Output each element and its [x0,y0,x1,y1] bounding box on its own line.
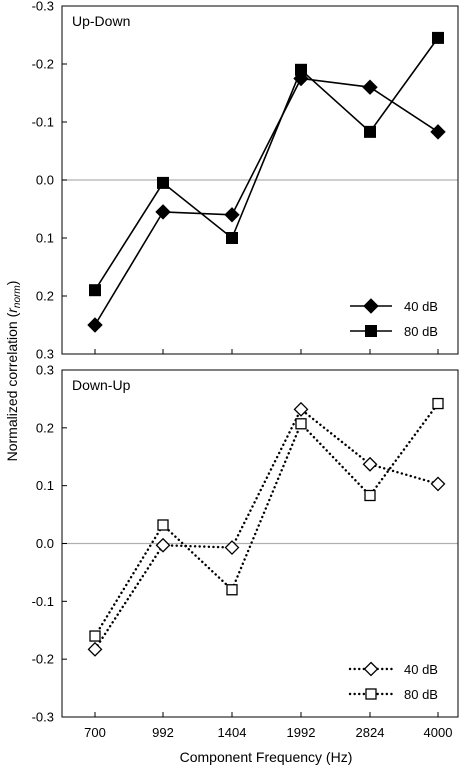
y-tick-label: 0.3 [36,347,54,362]
data-point [226,232,238,244]
y-tick-label: 0.3 [36,363,54,378]
data-point [157,176,169,189]
data-point [432,397,444,410]
y-tick-label: -0.2 [32,652,54,667]
series-line [93,407,440,651]
data-point [224,540,240,555]
y-tick-label: 0.0 [36,536,54,551]
legend-label: 40 dB [404,662,438,677]
x-axis-label: Component Frequency (Hz) [180,749,353,765]
series-line [94,77,439,326]
data-point [89,284,101,297]
data-point [226,584,238,596]
panel-title: Down-Up [72,377,131,393]
y-tick-label: -0.3 [32,0,54,14]
series-line [93,402,440,638]
x-tick-label: 1404 [218,725,247,740]
y-tick-label: -0.3 [32,710,54,725]
x-tick-label: 1992 [287,725,316,740]
data-point [362,456,378,472]
legend-label: 80 dB [404,324,438,339]
x-tick-label: 700 [84,725,106,740]
data-point [432,31,444,44]
data-point [364,125,376,138]
legend-label: 40 dB [404,299,438,314]
data-point [87,317,103,333]
y-axis-label-close: ) [4,281,20,286]
data-point [155,204,171,220]
y-axis-label-text: Normalized correlation ( [4,312,20,461]
data-point [224,207,240,223]
panel-up-down: -0.3 -0.2 -0.1 0.0 0.1 0.2 0.3 Up-Down 40 dB 80 d… [32,0,459,362]
y-tick-label: 0.1 [36,231,54,246]
x-tick-label: 4000 [424,725,453,740]
data-point [362,79,378,95]
data-point [430,476,446,492]
panel-down-up: 0.3 0.2 0.1 0.0 -0.1 -0.2 -0.3 700 992 1404 1992 28… [32,363,459,740]
y-tick-label: 0.0 [36,173,54,188]
series-line [94,37,439,291]
legend-label: 80 dB [404,687,438,702]
data-point [430,124,446,140]
data-point [295,418,307,430]
legend-marker [365,688,377,700]
x-tick-label: 992 [152,725,174,740]
data-point [295,63,307,76]
y-tick-label: -0.2 [32,57,54,72]
y-tick-label: 0.2 [36,420,54,435]
legend-marker [363,661,379,677]
legend-marker [365,325,377,337]
y-axis-label: Normalized correlation (rnorm) [4,281,23,462]
y-tick-label: -0.1 [32,115,54,130]
y-tick-label: 0.2 [36,289,54,304]
x-tick-label: 2824 [356,725,385,740]
data-point [293,401,309,417]
panel-title: Up-Down [72,13,130,29]
y-tick-label: 0.1 [36,478,54,493]
legend-marker [363,298,379,314]
y-axis-label-sub: norm [12,285,23,308]
data-point [89,630,101,642]
data-point [155,537,171,553]
y-tick-label: -0.1 [32,594,54,609]
y-axis-label-r: r [4,307,20,313]
data-point [364,489,376,502]
data-point [87,641,103,657]
data-point [157,519,169,531]
